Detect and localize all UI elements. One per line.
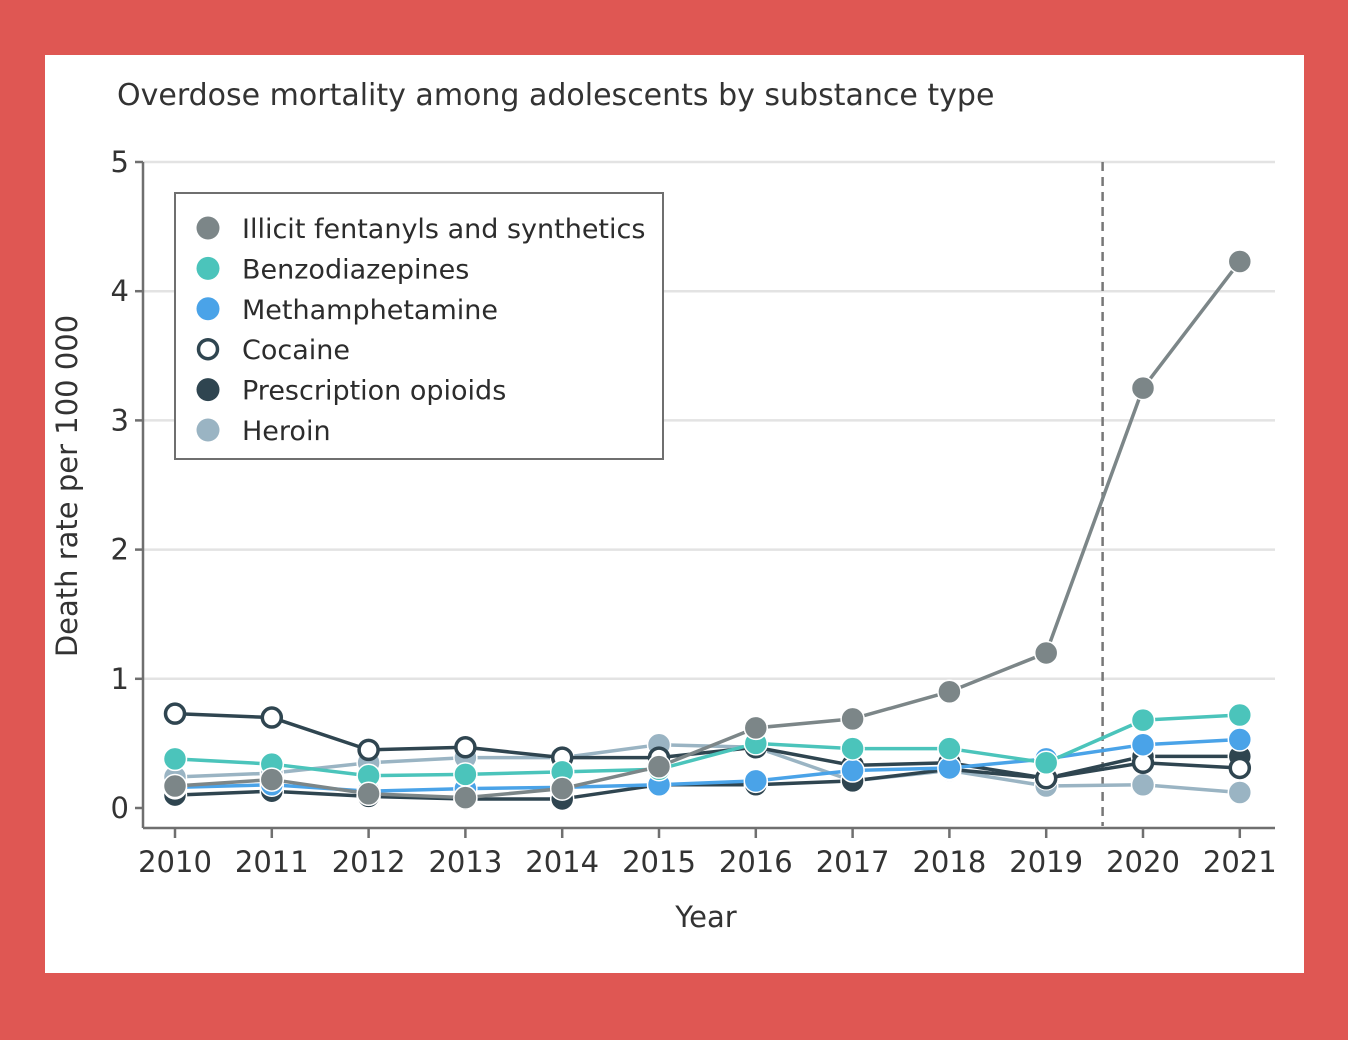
data-point [1033, 640, 1059, 666]
x-tick-label: 2013 [428, 845, 502, 879]
x-tick-label: 2014 [525, 845, 599, 879]
data-point [937, 679, 962, 704]
legend-marker [196, 256, 220, 280]
legend-item: Heroin [196, 416, 331, 447]
data-point [260, 706, 284, 729]
data-point [1227, 702, 1253, 728]
data-point [162, 746, 188, 772]
y-axis-title: Death rate per 100 000 [50, 315, 84, 657]
series-line [174, 713, 1240, 778]
legend-label: Heroin [242, 416, 331, 447]
x-axis-ticks: 2010 2011 2012 2013 2014 2015 2016 2017 2018 2019… [138, 828, 1277, 879]
x-tick-label: 2018 [912, 845, 986, 879]
data-point [743, 715, 769, 741]
data-point [743, 768, 769, 794]
series-line [174, 260, 1242, 800]
x-tick-label: 2010 [138, 845, 212, 879]
y-tick-label: 4 [111, 274, 129, 308]
x-tick-label: 2020 [1106, 845, 1180, 879]
data-point [454, 736, 477, 759]
y-tick-label: 2 [111, 533, 129, 567]
chart-card: Overdose mortality among adolescents by … [45, 55, 1304, 973]
series-layer [162, 249, 1253, 812]
series-1 [162, 702, 1253, 788]
x-axis-title: Year [674, 900, 736, 934]
legend-item: Benzodiazepines [196, 254, 469, 285]
data-point [840, 758, 865, 783]
x-tick-label: 2012 [332, 845, 406, 879]
chart-title: Overdose mortality among adolescents by … [117, 78, 994, 113]
data-point [1227, 249, 1253, 274]
data-point [356, 781, 381, 807]
data-point [259, 767, 285, 792]
data-point [453, 762, 478, 787]
legend-label: Cocaine [242, 335, 350, 366]
data-point [1130, 772, 1156, 797]
y-tick-label: 0 [111, 791, 129, 825]
data-point [549, 776, 575, 801]
data-point [357, 738, 380, 762]
legend-box [174, 192, 664, 460]
x-tick-label: 2016 [719, 845, 793, 879]
y-axis-ticks: 0 1 2 3 4 5 [111, 145, 143, 825]
data-point [937, 736, 962, 761]
series-line [174, 711, 1240, 781]
legend-label: Benzodiazepines [242, 254, 469, 285]
data-point [1227, 780, 1253, 805]
y-tick-label: 5 [111, 145, 129, 179]
legend-item: Illicit fentanyls and synthetics [196, 214, 645, 245]
data-point [1130, 375, 1156, 401]
data-point [840, 736, 865, 761]
legend-label: Methamphetamine [242, 295, 498, 326]
series-line [174, 754, 1240, 801]
series-2 [162, 727, 1253, 804]
legend-item: Prescription opioids [196, 376, 506, 407]
x-tick-label: 2015 [622, 845, 696, 879]
data-point [1228, 756, 1252, 780]
x-tick-label: 2019 [1009, 845, 1083, 879]
y-tick-label: 3 [111, 403, 129, 437]
data-point [1227, 727, 1253, 752]
data-point [840, 706, 865, 732]
x-tick-label: 2017 [816, 845, 890, 879]
axes [141, 162, 1275, 830]
data-point [1033, 750, 1059, 776]
legend: Illicit fentanyls and synthetics Benzodia… [174, 192, 664, 460]
legend-marker [196, 297, 220, 321]
legend-item: Methamphetamine [196, 295, 498, 326]
data-point [1130, 732, 1156, 757]
data-point [453, 785, 478, 810]
legend-item: Cocaine [196, 335, 350, 366]
legend-marker [196, 337, 220, 361]
data-point [1130, 707, 1156, 733]
series-0 [162, 249, 1253, 810]
x-tick-label: 2021 [1203, 845, 1277, 879]
data-point [163, 702, 187, 725]
legend-marker [196, 216, 220, 240]
y-tick-label: 1 [111, 662, 129, 696]
legend-marker [196, 378, 220, 402]
legend-label: Illicit fentanyls and synthetics [242, 214, 645, 245]
data-point [646, 754, 672, 779]
data-point [162, 773, 188, 799]
line-chart: Overdose mortality among adolescents by … [50, 78, 1277, 934]
legend-label: Prescription opioids [242, 376, 506, 407]
legend-marker [196, 418, 220, 442]
x-tick-label: 2011 [235, 845, 309, 879]
